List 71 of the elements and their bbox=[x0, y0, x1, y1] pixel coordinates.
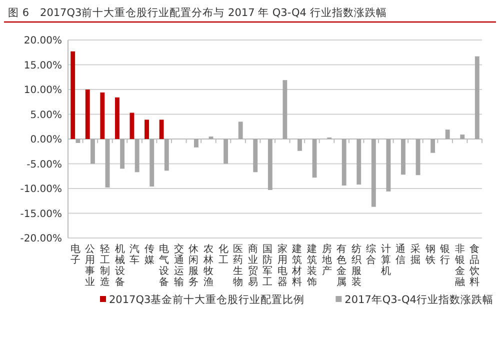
x-tick-label: 纺织服装 bbox=[351, 243, 362, 288]
x-tick-label: 房地产 bbox=[320, 243, 332, 277]
x-tick-label: 国防军工 bbox=[262, 244, 273, 288]
y-tick-label: -5.00% bbox=[26, 159, 62, 170]
bar bbox=[342, 139, 346, 186]
legend-label: 2017Q3基金前十大重仓股行业配置比例 bbox=[109, 293, 305, 306]
bar bbox=[134, 139, 140, 172]
bar bbox=[298, 139, 302, 151]
bar bbox=[159, 120, 164, 139]
legend-label: 2017年Q3-Q4行业指数涨跌幅 bbox=[344, 293, 494, 306]
x-tick-label: 计算机 bbox=[380, 243, 391, 277]
x-tick-label: 农林牧渔 bbox=[202, 244, 214, 288]
bar bbox=[105, 139, 110, 188]
x-tick-label: 食品饮料 bbox=[468, 243, 480, 288]
bar bbox=[356, 139, 362, 185]
x-tick-label: 传媒 bbox=[144, 244, 154, 266]
y-tick-label: 20.00% bbox=[24, 36, 62, 46]
y-tick-label: 15.00% bbox=[24, 60, 62, 72]
x-tick-label: 交通运输 bbox=[174, 243, 184, 288]
bar bbox=[371, 139, 376, 207]
bar bbox=[430, 139, 436, 153]
bar bbox=[474, 56, 480, 139]
x-tick-label: 休闲服务 bbox=[188, 244, 199, 288]
bar bbox=[224, 139, 228, 164]
x-tick-label: 采掘 bbox=[410, 243, 420, 266]
bar bbox=[114, 97, 120, 139]
bar bbox=[164, 139, 169, 171]
bar bbox=[90, 139, 95, 164]
bar bbox=[268, 139, 272, 190]
bar bbox=[70, 51, 76, 139]
x-tick-label: 化工 bbox=[218, 243, 228, 266]
x-tick-label: 钢铁 bbox=[424, 244, 436, 266]
bar bbox=[120, 139, 125, 169]
y-tick-label: -15.00% bbox=[20, 208, 62, 220]
y-tick-label: 5.00% bbox=[30, 110, 62, 121]
chart-title: 图 6 2017Q3前十大重仓股行业配置分布与 2017 年 Q3-Q4 行业指数涨跌幅 bbox=[8, 6, 387, 19]
bar bbox=[386, 139, 391, 192]
y-tick-label: -20.00% bbox=[20, 234, 62, 244]
x-tick-label: 公用事业 bbox=[85, 243, 96, 288]
bar bbox=[150, 139, 154, 187]
x-tick-label: 商业贸易 bbox=[248, 243, 258, 288]
bar bbox=[282, 80, 288, 139]
x-tick-label: 电子 bbox=[70, 243, 80, 266]
bar bbox=[194, 139, 198, 148]
bar bbox=[238, 122, 243, 139]
bar bbox=[144, 120, 149, 139]
x-tick-label: 综合 bbox=[366, 243, 376, 266]
y-tick-label: 10.00% bbox=[24, 85, 62, 96]
x-tick-label: 非银金融 bbox=[454, 243, 465, 288]
bar bbox=[416, 139, 420, 176]
x-tick-label: 银行 bbox=[439, 244, 450, 266]
bar bbox=[76, 139, 80, 143]
x-tick-label: 机械设备 bbox=[114, 243, 125, 288]
bar bbox=[401, 139, 406, 175]
x-tick-label: 家用电器 bbox=[277, 243, 288, 288]
x-tick-label: 医药生物 bbox=[233, 244, 244, 288]
bar bbox=[445, 130, 450, 139]
y-tick-label: 0.00% bbox=[30, 134, 62, 146]
y-tick-label: -10.00% bbox=[20, 184, 62, 195]
x-tick-label: 建筑材料 bbox=[291, 243, 302, 288]
x-tick-label: 轻工制造 bbox=[100, 243, 110, 288]
bar bbox=[460, 134, 465, 139]
bar bbox=[100, 92, 105, 139]
bar bbox=[85, 90, 90, 139]
x-tick-label: 汽车 bbox=[130, 243, 140, 266]
bar bbox=[312, 139, 317, 178]
x-tick-label: 通信 bbox=[396, 243, 406, 266]
bar bbox=[253, 139, 258, 172]
x-tick-label: 有色金属 bbox=[336, 243, 347, 288]
x-tick-label: 建筑装饰 bbox=[306, 243, 317, 288]
x-tick-label: 电气设备 bbox=[159, 243, 170, 288]
